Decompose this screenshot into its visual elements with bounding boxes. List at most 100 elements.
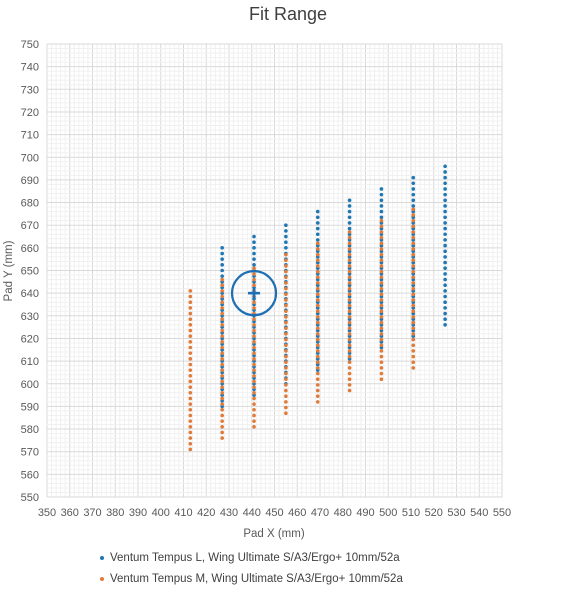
- data-point-series-2: [252, 345, 256, 350]
- data-point-series-2: [379, 371, 384, 376]
- data-point-series-2: [188, 385, 193, 389]
- data-point-series-1: [443, 226, 447, 231]
- data-point-series-2: [220, 283, 224, 288]
- data-point-series-2: [347, 332, 352, 336]
- legend-label: Ventum Tempus M, Wing Ultimate S/A3/Ergo…: [110, 573, 403, 585]
- data-point-series-2: [411, 252, 416, 257]
- data-point-series-2: [252, 306, 256, 310]
- data-point-series-1: [252, 234, 256, 239]
- data-point-series-2: [284, 303, 288, 308]
- y-tick-label: 580: [21, 424, 39, 436]
- data-point-series-2: [284, 377, 288, 382]
- data-point-series-1: [411, 198, 416, 203]
- data-point-series-1: [443, 170, 447, 174]
- data-point-series-2: [252, 328, 256, 333]
- data-point-series-2: [188, 419, 193, 423]
- x-tick-label: 490: [356, 507, 374, 519]
- data-point-series-1: [347, 215, 352, 220]
- data-point-series-2: [220, 419, 224, 423]
- data-point-series-2: [411, 213, 416, 217]
- data-point-series-2: [252, 402, 256, 406]
- data-point-series-2: [411, 275, 416, 280]
- x-tick-label: 370: [83, 507, 101, 519]
- data-point-series-2: [379, 337, 384, 342]
- data-point-series-2: [252, 379, 256, 384]
- data-point-series-2: [379, 286, 384, 291]
- target-circle: [230, 270, 278, 317]
- data-point-series-1: [220, 251, 224, 256]
- data-point-series-1: [315, 232, 320, 237]
- data-point-series-2: [315, 394, 320, 399]
- data-point-series-2: [315, 298, 320, 302]
- data-point-series-2: [347, 315, 352, 319]
- data-point-series-2: [220, 379, 224, 384]
- data-point-series-1: [411, 192, 416, 197]
- x-tick-label: 460: [288, 507, 306, 519]
- x-tick-label: 390: [129, 507, 147, 519]
- data-point-series-2: [379, 247, 384, 251]
- data-point-series-2: [252, 385, 256, 389]
- data-point-series-2: [284, 354, 288, 359]
- data-point-series-2: [252, 351, 256, 355]
- data-point-series-2: [379, 326, 384, 331]
- data-point-series-2: [220, 323, 224, 327]
- data-point-series-2: [347, 388, 352, 393]
- data-point-series-2: [347, 320, 352, 325]
- data-point-series-2: [188, 413, 193, 418]
- data-point-series-2: [188, 311, 193, 316]
- data-point-series-1: [220, 257, 224, 261]
- data-point-series-1: [379, 192, 384, 197]
- data-point-series-1: [379, 198, 384, 203]
- data-point-series-2: [379, 292, 384, 297]
- data-point-series-2: [220, 311, 224, 316]
- y-tick-label: 690: [21, 175, 39, 187]
- data-point-series-2: [252, 266, 256, 271]
- y-tick-label: 560: [21, 469, 39, 481]
- data-point-series-2: [347, 281, 352, 285]
- data-point-series-1: [252, 251, 256, 256]
- data-point-series-2: [411, 241, 416, 246]
- data-point-series-2: [220, 277, 224, 282]
- data-point-series-2: [347, 377, 352, 382]
- data-point-series-2: [315, 309, 320, 314]
- data-point-series-2: [284, 371, 288, 376]
- data-point-series-1: [411, 204, 416, 208]
- data-point-series-2: [411, 320, 416, 325]
- data-point-series-2: [252, 424, 256, 429]
- data-point-series-2: [411, 258, 416, 263]
- data-point-series-2: [379, 315, 384, 319]
- data-point-series-2: [379, 264, 384, 268]
- data-point-series-2: [284, 366, 288, 370]
- data-point-series-2: [188, 334, 193, 338]
- data-point-series-1: [252, 263, 256, 267]
- data-point-series-2: [347, 252, 352, 257]
- data-point-series-1: [443, 249, 447, 254]
- data-point-series-2: [284, 332, 288, 336]
- data-point-series-2: [220, 396, 224, 401]
- data-point-series-2: [284, 383, 288, 387]
- data-point-series-2: [379, 258, 384, 263]
- data-point-series-2: [315, 388, 320, 393]
- data-point-series-2: [220, 289, 224, 293]
- data-point-series-2: [411, 366, 416, 370]
- data-point-series-2: [315, 400, 320, 404]
- data-point-series-2: [220, 306, 224, 310]
- y-tick-label: 640: [21, 288, 39, 300]
- data-point-series-2: [220, 328, 224, 333]
- data-point-series-2: [315, 303, 320, 308]
- data-point-series-2: [188, 374, 193, 378]
- data-point-series-2: [220, 334, 224, 338]
- data-point-series-2: [379, 275, 384, 280]
- data-point-series-2: [284, 298, 288, 302]
- data-point-series-2: [188, 300, 193, 305]
- x-tick-label: 440: [243, 507, 261, 519]
- data-point-series-2: [220, 340, 224, 344]
- x-tick-label: 430: [220, 507, 238, 519]
- x-tick-label: 500: [379, 507, 397, 519]
- data-point-series-2: [252, 323, 256, 327]
- data-point-series-2: [347, 360, 352, 365]
- data-point-series-2: [379, 320, 384, 325]
- data-point-series-2: [347, 275, 352, 280]
- data-point-series-2: [347, 343, 352, 348]
